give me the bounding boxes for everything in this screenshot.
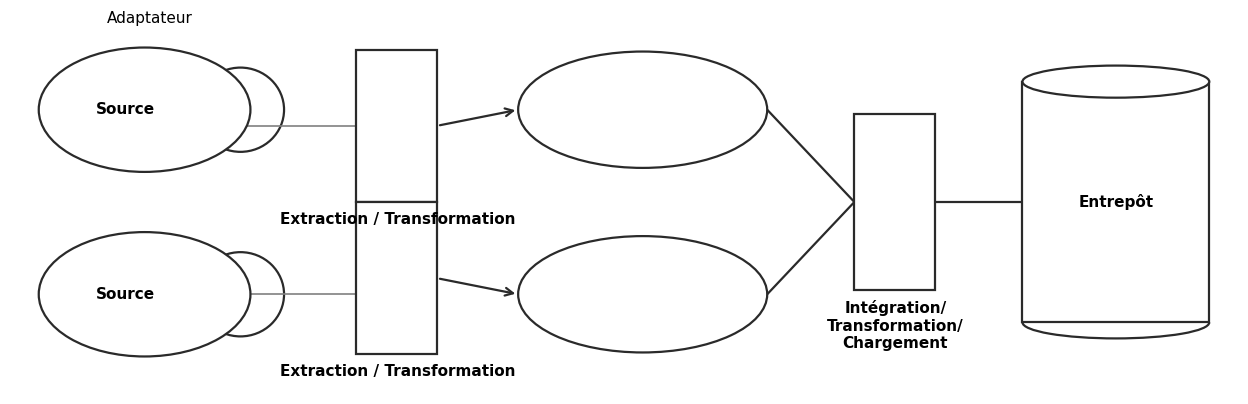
Text: Source: Source xyxy=(96,287,156,302)
Bar xyxy=(356,202,437,354)
Ellipse shape xyxy=(39,48,251,172)
Text: Source: Source xyxy=(96,102,156,117)
Ellipse shape xyxy=(197,252,285,337)
Ellipse shape xyxy=(1022,65,1209,98)
Text: Entrepôt: Entrepôt xyxy=(1078,194,1153,210)
Bar xyxy=(855,114,935,290)
Ellipse shape xyxy=(39,232,251,356)
Text: Adaptateur: Adaptateur xyxy=(107,11,193,26)
Text: Extraction / Transformation: Extraction / Transformation xyxy=(280,364,515,379)
Text: Extraction / Transformation: Extraction / Transformation xyxy=(280,212,515,227)
Ellipse shape xyxy=(518,52,768,168)
Bar xyxy=(1022,82,1209,322)
Text: Intégration/
Transformation/
Chargement: Intégration/ Transformation/ Chargement xyxy=(827,300,963,351)
Ellipse shape xyxy=(518,236,768,352)
Ellipse shape xyxy=(197,67,285,152)
Bar xyxy=(356,50,437,202)
